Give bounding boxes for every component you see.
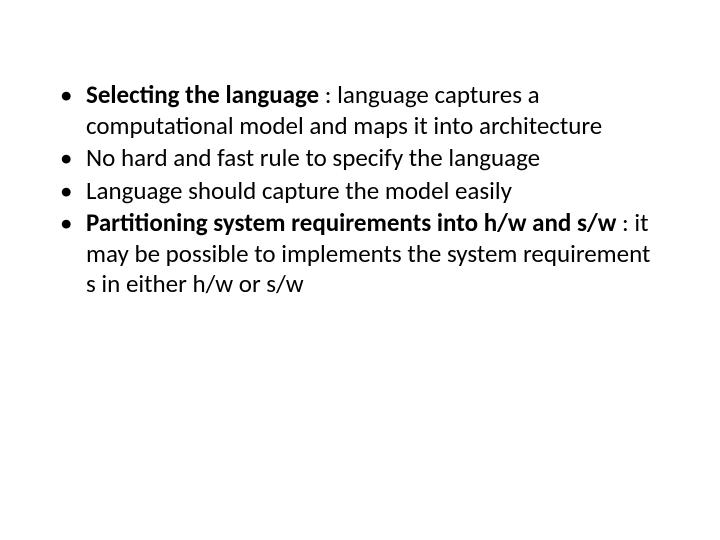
bullet-text: No hard and fast rule to specify the lan…	[86, 142, 540, 173]
bullet-bold-lead: Partitioning system requirements into h/…	[86, 207, 616, 238]
list-item: No hard and fast rule to specify the lan…	[50, 143, 660, 174]
bullet-list: Selecting the language : language captur…	[50, 80, 660, 300]
list-item: Partitioning system requirements into h/…	[50, 208, 660, 300]
bullet-bold-lead: Selecting the language	[86, 79, 319, 110]
bullet-text: Language should capture the model easily	[86, 175, 512, 206]
list-item: Language should capture the model easily	[50, 176, 660, 207]
list-item: Selecting the language : language captur…	[50, 80, 660, 141]
slide: Selecting the language : language captur…	[0, 0, 720, 540]
